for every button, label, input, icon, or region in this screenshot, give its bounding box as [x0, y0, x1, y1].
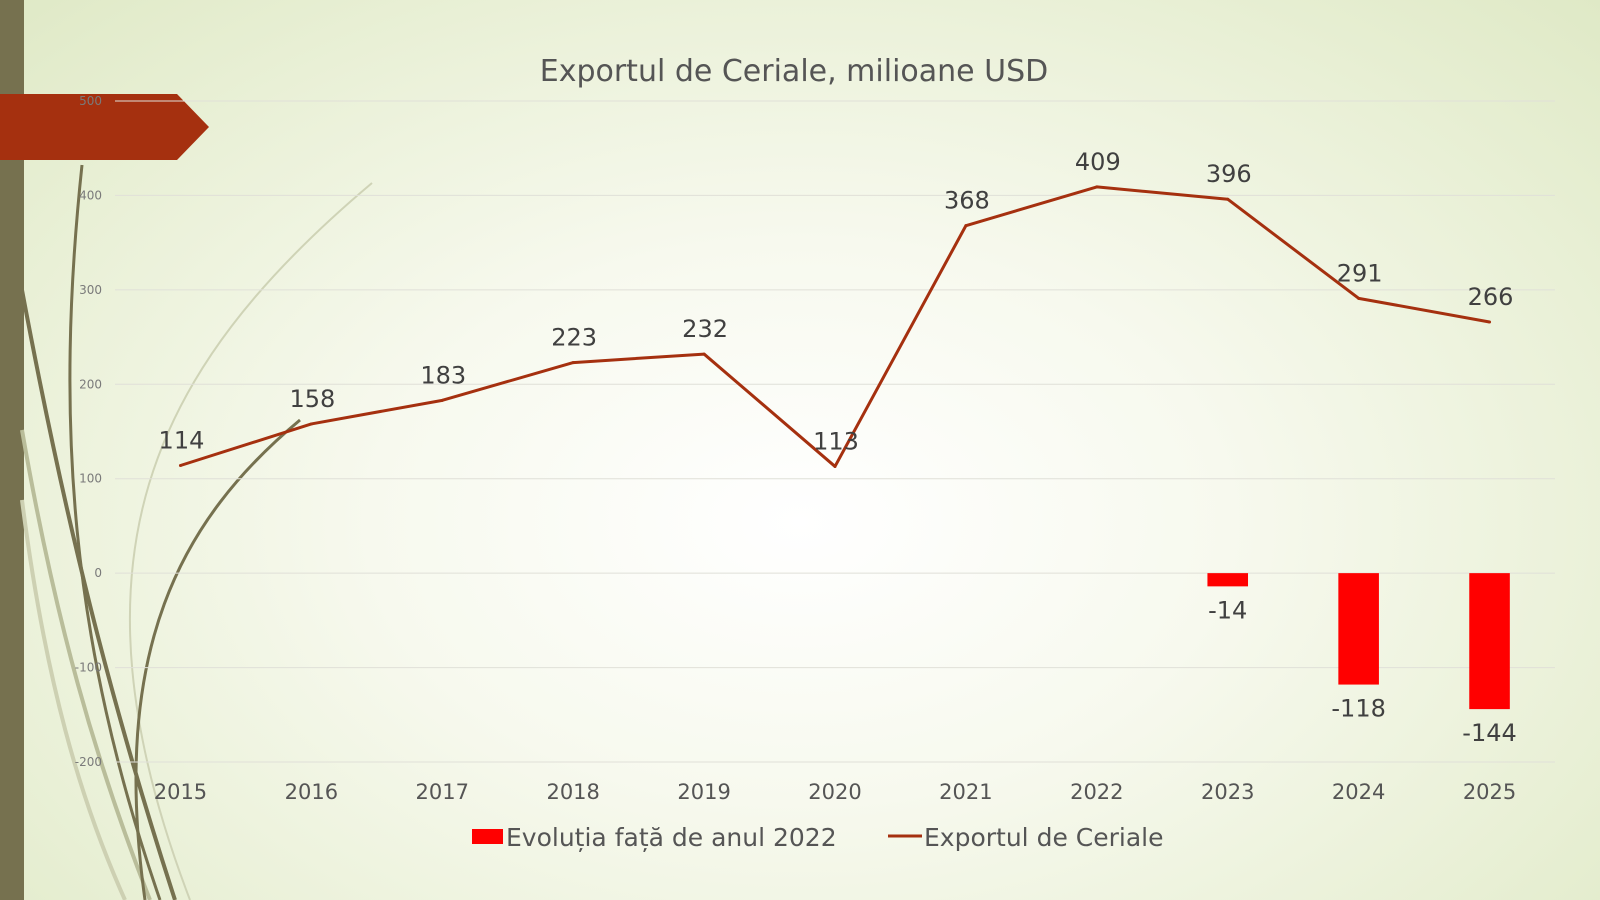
bar-data-label: -14 — [1208, 596, 1247, 624]
x-tick-label: 2025 — [1463, 780, 1516, 804]
legend: Evoluția față de anul 2022 Exportul de C… — [472, 823, 1163, 852]
x-axis: 2015 2016 2017 2018 2019 2020 2021 2022 2023 2024… — [154, 780, 1517, 804]
x-tick-label: 2022 — [1070, 780, 1123, 804]
line-data-label: 409 — [1075, 148, 1121, 176]
x-tick-label: 2020 — [808, 780, 861, 804]
line-path — [180, 185, 1490, 468]
legend-label-bar: Evoluția față de anul 2022 — [506, 823, 837, 852]
line-data-label: 183 — [420, 361, 466, 389]
line-data-label: 291 — [1337, 259, 1383, 287]
line-point — [964, 224, 968, 228]
bar-series — [1207, 573, 1510, 710]
gridlines — [115, 100, 1555, 763]
line-data-label: 266 — [1468, 283, 1514, 311]
legend-label-line: Exportul de Ceriale — [924, 823, 1163, 852]
line-point — [1488, 320, 1492, 324]
line-data-label: 223 — [551, 324, 597, 352]
line-series — [178, 185, 1492, 468]
x-tick-label: 2017 — [416, 780, 469, 804]
line-point — [1095, 185, 1099, 189]
line-data-label: 114 — [159, 426, 205, 454]
bar — [1469, 573, 1510, 710]
bar-data-label: -144 — [1462, 719, 1516, 747]
line-point — [702, 352, 706, 356]
data-labels: -14 -118 -144 114 158 183 223 232 113 368 409 396 29… — [159, 148, 1517, 747]
line-data-label: 113 — [813, 427, 859, 455]
y-axis: -200 -100 0 100 200 300 400 500 — [75, 94, 102, 769]
x-tick-label: 2018 — [546, 780, 599, 804]
y-tick-label: 100 — [79, 472, 102, 486]
line-point — [1357, 296, 1361, 300]
y-tick-label: 0 — [94, 566, 102, 580]
bar — [1207, 573, 1249, 587]
line-point — [178, 463, 182, 467]
y-tick-label: 400 — [79, 188, 102, 202]
x-tick-label: 2023 — [1201, 780, 1254, 804]
title-banner — [0, 94, 209, 160]
bar-data-label: -118 — [1331, 695, 1385, 723]
y-tick-label: -200 — [75, 755, 102, 769]
chart-title: Exportul de Ceriale, milioane USD — [540, 54, 1049, 89]
legend-swatch-bar — [472, 829, 503, 844]
y-tick-label: 300 — [79, 283, 102, 297]
x-tick-label: 2016 — [285, 780, 338, 804]
line-point — [833, 464, 837, 468]
y-tick-label: 200 — [79, 377, 102, 391]
line-point — [1226, 197, 1230, 201]
bar — [1338, 573, 1379, 685]
line-point — [309, 422, 313, 426]
y-tick-label: 500 — [79, 94, 102, 108]
line-point — [440, 398, 444, 402]
line-data-label: 232 — [682, 315, 728, 343]
x-tick-label: 2019 — [677, 780, 730, 804]
line-data-label: 158 — [289, 385, 335, 413]
y-tick-label: -100 — [75, 661, 102, 675]
line-point — [571, 361, 575, 365]
x-tick-label: 2024 — [1332, 780, 1385, 804]
line-data-label: 396 — [1206, 160, 1252, 188]
x-tick-label: 2021 — [939, 780, 992, 804]
line-data-label: 368 — [944, 187, 990, 215]
x-tick-label: 2015 — [154, 780, 207, 804]
